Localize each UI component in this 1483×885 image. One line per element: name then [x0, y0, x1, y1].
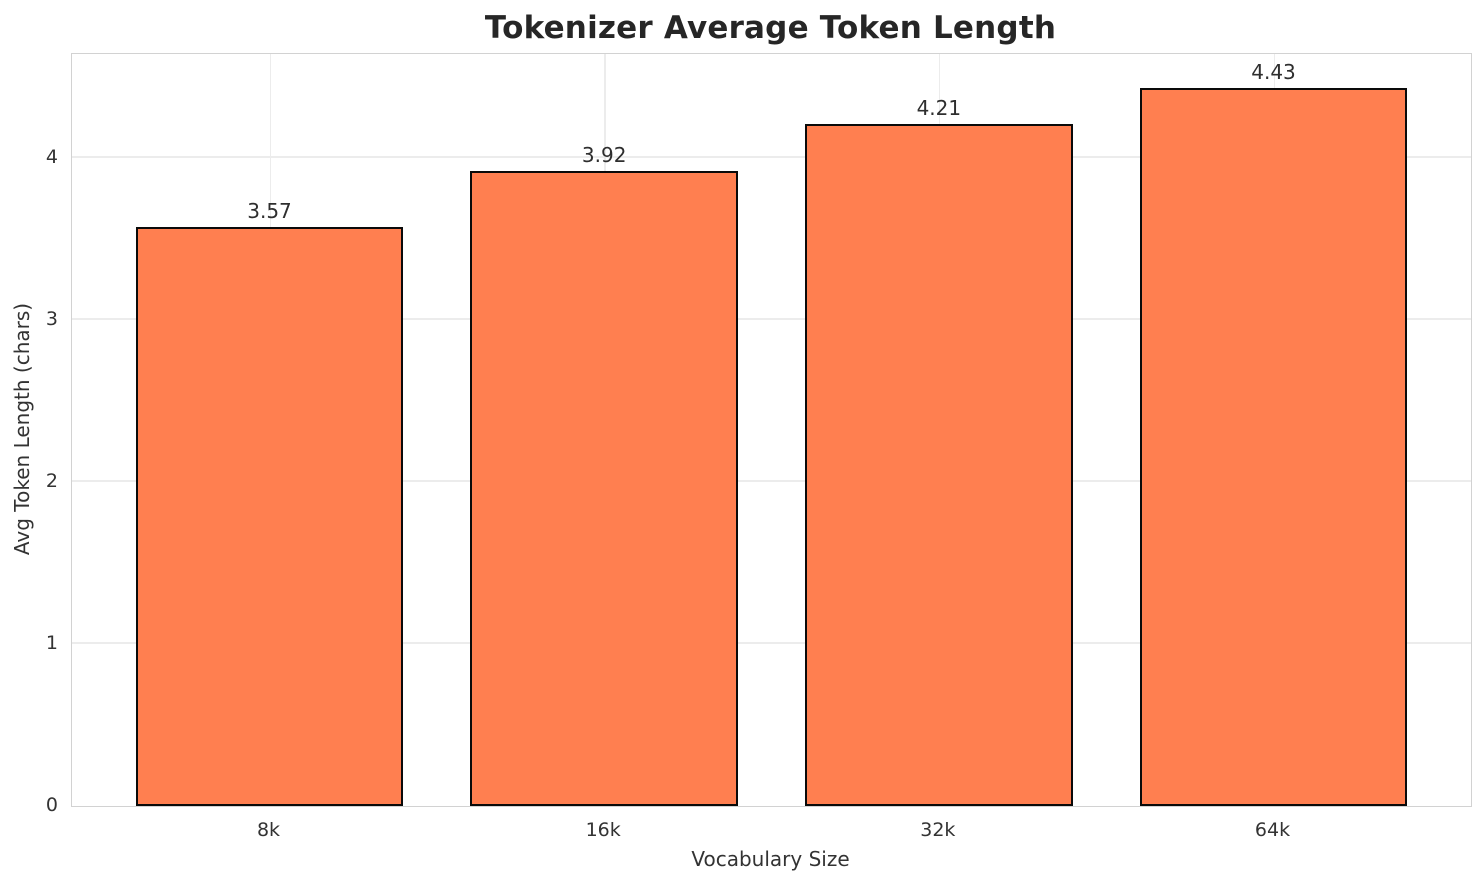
h-gridline-1: [72, 642, 1471, 644]
bar-8k: [135, 227, 404, 806]
bar-value-label-8k: 3.57: [247, 199, 292, 224]
x-tick-label-8k: 8k: [256, 819, 281, 841]
y-tick-label-4: 4: [45, 145, 58, 168]
x-tick-label-32k: 32k: [920, 819, 956, 841]
y-tick-label-1: 1: [45, 631, 58, 654]
x-tick-label-16k: 16k: [585, 819, 621, 841]
y-tick-label-3: 3: [45, 307, 58, 330]
plot-area: 3.57 3.92 4.21 4.43: [71, 53, 1472, 807]
bar-value-label-16k: 3.92: [581, 142, 627, 167]
h-gridline-2: [72, 480, 1471, 482]
y-axis-label: Avg Token Length (chars): [10, 302, 34, 556]
x-tick-label-64k: 64k: [1254, 819, 1291, 841]
y-tick-label-0: 0: [45, 794, 58, 816]
chart-title: Tokenizer Average Token Length: [484, 10, 1057, 46]
x-axis-label: Vocabulary Size: [691, 847, 850, 871]
bar-16k: [470, 170, 739, 806]
bar-value-label-64k: 4.43: [1251, 60, 1296, 85]
bar-value-label-32k: 4.21: [916, 95, 962, 120]
y-tick-label-2: 2: [45, 469, 58, 492]
bar-32k: [804, 123, 1073, 806]
bar-64k: [1139, 88, 1408, 806]
h-gridline-4: [72, 156, 1471, 158]
h-gridline-3: [72, 318, 1471, 320]
